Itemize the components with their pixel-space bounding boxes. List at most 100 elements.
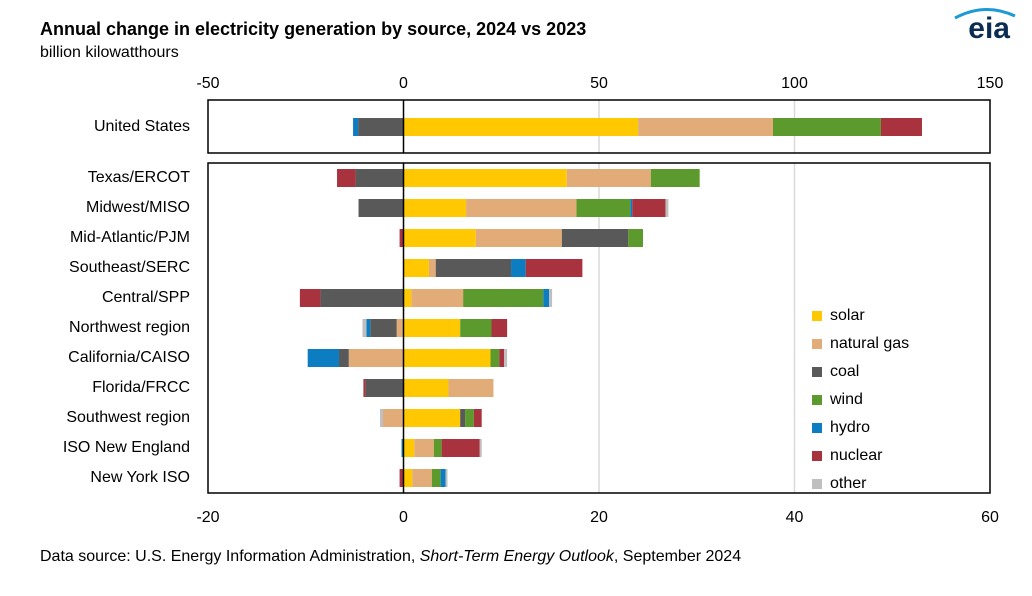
bar-segment <box>401 439 404 457</box>
bar-segment <box>403 199 467 217</box>
x-tick-label: -20 <box>196 509 219 526</box>
bar-segment <box>396 319 404 337</box>
bar-segment <box>403 379 449 397</box>
bar-segment <box>403 118 639 136</box>
bar-segment <box>382 409 404 427</box>
category-label: Southeast/SERC <box>69 259 190 276</box>
category-label: Southwest region <box>66 409 190 426</box>
bar-segment <box>338 349 349 367</box>
legend-swatch <box>812 479 822 489</box>
bar-segment <box>479 439 482 457</box>
bar-segment <box>403 169 567 187</box>
category-label: Central/SPP <box>102 289 190 306</box>
bar-segment <box>525 259 583 277</box>
bar-segment <box>460 319 492 337</box>
legend-swatch <box>812 423 822 433</box>
bar-segment <box>543 289 550 307</box>
bar-segment <box>630 199 633 217</box>
panel-frame <box>207 162 991 494</box>
legend-swatch <box>812 339 822 349</box>
source-text: Data source: U.S. Energy Information Adm… <box>40 548 420 565</box>
category-label: ISO New England <box>63 439 190 456</box>
category-label: Florida/FRCC <box>92 379 190 396</box>
category-label: Northwest region <box>69 319 190 336</box>
legend-swatch <box>812 367 822 377</box>
source-text: , September 2024 <box>614 548 741 565</box>
bar-segment <box>463 289 544 307</box>
legend-swatch <box>812 395 822 405</box>
x-tick-label: 20 <box>590 509 608 526</box>
bar-segment <box>411 289 464 307</box>
category-label: Texas/ERCOT <box>88 169 190 186</box>
legend-swatch <box>812 451 822 461</box>
x-tick-label: 150 <box>977 75 1004 92</box>
bar-segment <box>399 469 404 487</box>
chart-subtitle: billion kilowatthours <box>40 44 179 61</box>
bar-segment <box>358 118 404 136</box>
bar-segment <box>650 169 700 187</box>
logo: eia <box>968 12 1010 45</box>
bar-segment <box>348 349 404 367</box>
legend-label: hydro <box>830 419 870 436</box>
bar-segment <box>412 469 432 487</box>
bar-segment <box>403 409 461 427</box>
legend-label: solar <box>830 307 865 324</box>
bar-segment <box>403 469 413 487</box>
bar-segment <box>403 259 429 277</box>
source-italic: Short-Term Energy Outlook <box>420 548 615 565</box>
bar-segment <box>403 289 412 307</box>
category-label: Mid-Atlantic/PJM <box>70 229 190 246</box>
bar-segment <box>403 439 415 457</box>
bar-segment <box>445 469 448 487</box>
bar-segment <box>466 199 577 217</box>
bar-segment <box>380 409 383 427</box>
bar-segment <box>499 349 505 367</box>
bar-segment <box>363 379 366 397</box>
bar-segment <box>299 289 321 307</box>
bar-segment <box>511 259 526 277</box>
bar-segment <box>448 379 494 397</box>
source-note: Data source: U.S. Energy Information Adm… <box>40 548 741 565</box>
bar-segment <box>435 259 512 277</box>
x-tick-label: 50 <box>590 75 608 92</box>
legend-label: nuclear <box>830 447 883 464</box>
bar-segment <box>504 349 508 367</box>
category-label: United States <box>94 118 190 135</box>
chart-title: Annual change in electricity generation … <box>40 19 586 39</box>
bar-segment <box>307 349 339 367</box>
bar-segment <box>362 319 367 337</box>
bar-segment <box>403 319 461 337</box>
legend-label: wind <box>829 391 863 408</box>
panel-frame <box>207 99 991 154</box>
x-tick-label: 60 <box>981 509 999 526</box>
bar-segment <box>428 259 436 277</box>
bar-segment <box>431 469 441 487</box>
bar-segment <box>355 169 404 187</box>
bar-segment <box>491 319 508 337</box>
bar-segment <box>880 118 922 136</box>
bar-segment <box>628 229 643 247</box>
category-label: New York ISO <box>90 469 190 486</box>
bar-segment <box>353 118 359 136</box>
bar-segment <box>665 199 669 217</box>
bar-segment <box>433 439 442 457</box>
bar-segment <box>440 469 446 487</box>
bar-segment <box>414 439 434 457</box>
bar-segment <box>638 118 773 136</box>
bar-segment <box>772 118 881 136</box>
bar-segment <box>399 229 404 247</box>
bar-segment <box>576 199 631 217</box>
bar-segment <box>365 379 404 397</box>
category-label: California/CAISO <box>68 349 190 366</box>
bar-segment <box>358 199 404 217</box>
logo-swoosh <box>954 7 1016 20</box>
bar-segment <box>473 409 482 427</box>
bar-segment <box>460 409 466 427</box>
category-label: Midwest/MISO <box>86 199 190 216</box>
bar-segment <box>337 169 356 187</box>
bar-segment <box>441 439 480 457</box>
legend-label: coal <box>830 363 859 380</box>
legend-label: natural gas <box>830 335 909 352</box>
x-tick-label: -50 <box>196 75 219 92</box>
